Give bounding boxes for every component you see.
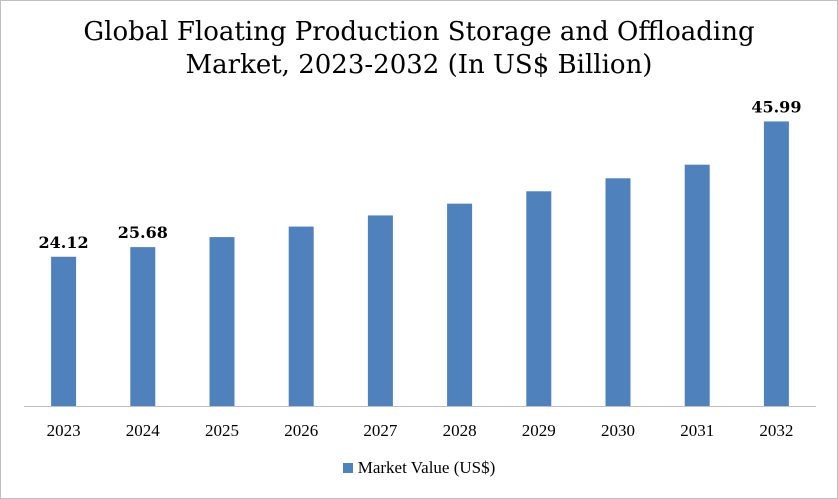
x-tick-label-2024: 2024	[126, 421, 161, 440]
x-tick-label-2028: 2028	[443, 421, 477, 440]
x-tick-label-2026: 2026	[284, 421, 318, 440]
bar-2031	[684, 164, 710, 406]
x-tick-label-2025: 2025	[205, 421, 239, 440]
x-tick-label-2030: 2030	[601, 421, 635, 440]
legend-label: Market Value (US$)	[357, 458, 496, 477]
bar-2023	[51, 256, 77, 406]
bar-2026	[288, 226, 314, 406]
bar-2032	[763, 121, 789, 406]
bar-2029	[526, 191, 552, 406]
chart-title-line-2: Market, 2023-2032 (In US$ Billion)	[185, 50, 653, 80]
bar-2024	[130, 247, 156, 406]
legend: Market Value (US$)	[0, 458, 838, 478]
bar-2025	[209, 237, 235, 406]
data-label-2024: 25.68	[118, 223, 168, 242]
x-tick-label-2027: 2027	[363, 421, 398, 440]
x-tick-label-2023: 2023	[47, 421, 81, 440]
x-tick-label-2031: 2031	[680, 421, 714, 440]
data-label-2023: 24.12	[39, 233, 89, 252]
chart-title-line-1: Global Floating Production Storage and O…	[83, 17, 755, 47]
bar-2028	[447, 203, 473, 406]
legend-swatch	[342, 463, 353, 473]
x-tick-label-2032: 2032	[759, 421, 793, 440]
data-label-2032: 45.99	[751, 97, 801, 116]
bar-2027	[367, 215, 393, 406]
x-tick-label-2029: 2029	[522, 421, 556, 440]
bar-2030	[605, 178, 631, 406]
chart-title: Global Floating Production Storage and O…	[0, 16, 838, 82]
